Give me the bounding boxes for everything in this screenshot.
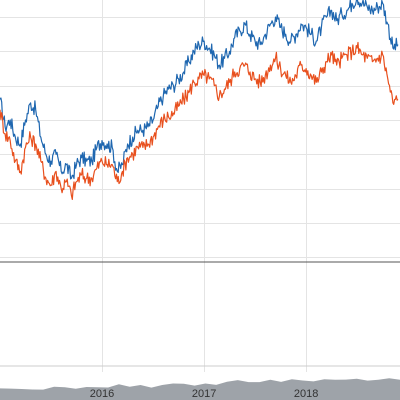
x-axis-tick-labels: 2016 2017 2018 bbox=[90, 388, 319, 400]
series-line-1 bbox=[0, 0, 399, 180]
x-tick-label: 2017 bbox=[192, 388, 216, 400]
volume-area bbox=[0, 378, 400, 400]
series-lines bbox=[0, 0, 399, 200]
series-line-2 bbox=[0, 41, 399, 200]
vertical-gridlines bbox=[102, 0, 307, 372]
x-tick-label: 2016 bbox=[90, 388, 114, 400]
horizontal-gridlines bbox=[0, 17, 400, 258]
volume-area-group bbox=[0, 378, 400, 400]
x-tick-label: 2018 bbox=[294, 388, 318, 400]
